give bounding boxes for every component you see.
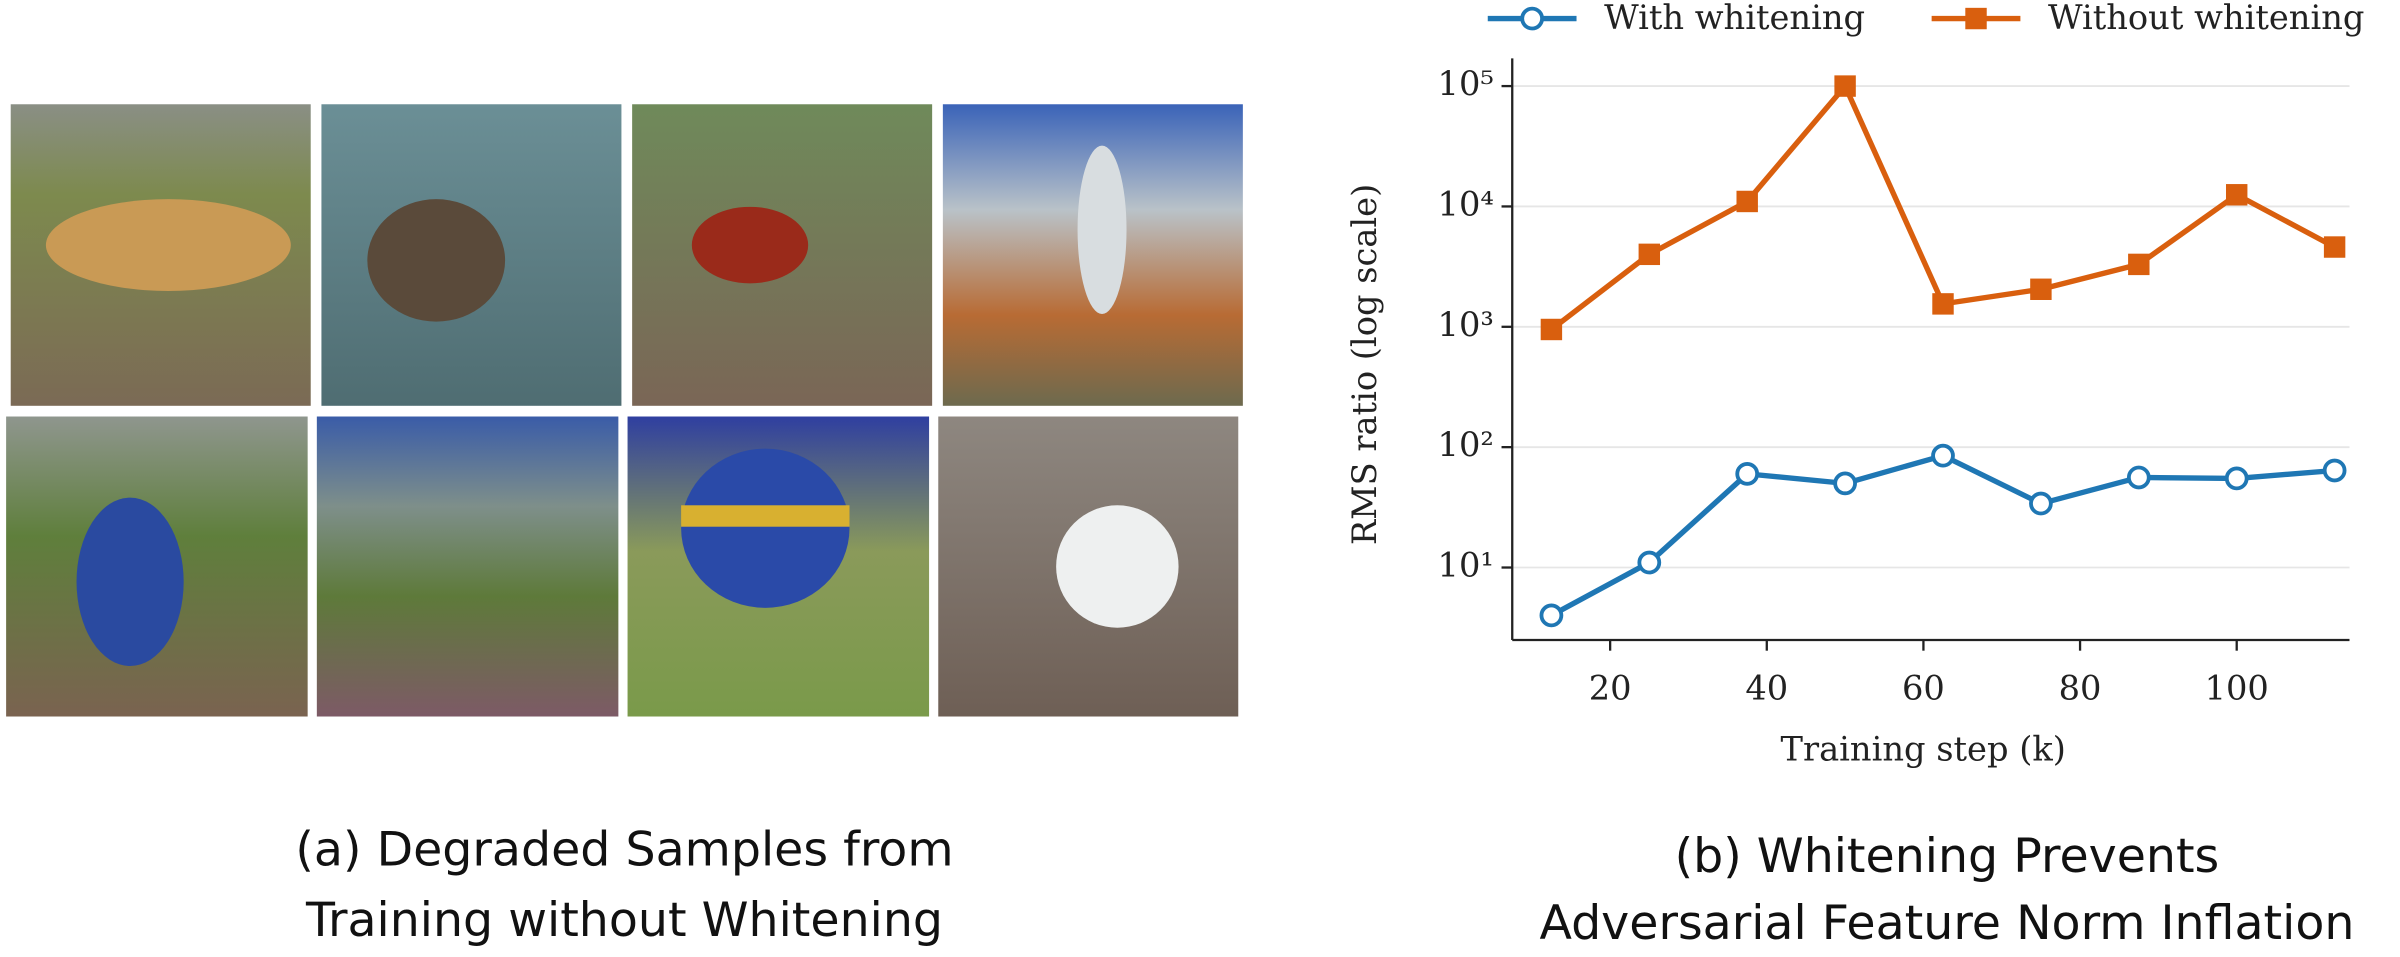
y-tick-label: 10⁵ <box>1438 64 1494 103</box>
marker <box>2029 491 2053 516</box>
caption: Training without Whitening <box>305 893 943 948</box>
marker <box>1735 461 1760 486</box>
x-tick-label: 60 <box>1902 668 1945 707</box>
marker <box>1931 443 1955 468</box>
marker <box>2224 466 2249 491</box>
chart: 10¹ 10² 10³ 10⁴ 10⁵ 20 40 60 80 100 Training step … <box>1345 0 2365 769</box>
x-tick-label: 100 <box>2205 668 2269 707</box>
marker <box>1540 318 1563 341</box>
caption: (a) Degraded Samples from <box>295 823 953 878</box>
x-axis-label: Training step (k) <box>1781 730 2066 769</box>
y-tick-label: 10² <box>1438 425 1494 464</box>
x-tick-label: 80 <box>2059 668 2102 707</box>
legend-marker <box>1965 7 1987 30</box>
marker <box>2323 236 2346 258</box>
y-tick-label: 10⁴ <box>1438 184 1494 223</box>
marker <box>1637 550 1662 575</box>
caption: (b) Whitening Prevents <box>1675 829 2220 884</box>
marker <box>2126 465 2151 490</box>
marker <box>1833 471 1857 496</box>
sample-subject <box>367 199 506 322</box>
x-tick-label: 40 <box>1745 668 1788 707</box>
y-tick-label: 10³ <box>1438 305 1494 344</box>
marker <box>1736 190 1758 213</box>
sample-subject <box>1077 145 1127 314</box>
x-tick-label: 20 <box>1589 668 1632 707</box>
legend-label: Without whitening <box>2048 0 2364 37</box>
sample-image <box>316 416 619 717</box>
marker <box>2322 458 2347 483</box>
marker <box>1638 243 1661 266</box>
sample-subject <box>681 448 850 608</box>
sample-subject <box>691 206 809 284</box>
series-line <box>1550 452 2335 618</box>
marker <box>2128 253 2150 276</box>
marker <box>1539 603 1564 628</box>
sample-subject <box>681 505 850 527</box>
marker <box>2030 278 2052 300</box>
y-tick-label: 10¹ <box>1438 546 1494 585</box>
caption: Adversarial Feature Norm Inflation <box>1539 896 2354 951</box>
legend-marker <box>1520 6 1545 31</box>
marker <box>1834 75 1856 97</box>
legend-label: With whitening <box>1604 0 1865 37</box>
sample-subject <box>1056 505 1179 628</box>
series-line <box>1549 83 2336 332</box>
marker <box>2225 184 2248 206</box>
marker <box>1932 293 1954 315</box>
y-axis-label: RMS ratio (log scale) <box>1345 184 1384 545</box>
sample-subject <box>45 199 291 291</box>
sample-subject <box>76 497 184 666</box>
sample-grid <box>6 104 1243 717</box>
